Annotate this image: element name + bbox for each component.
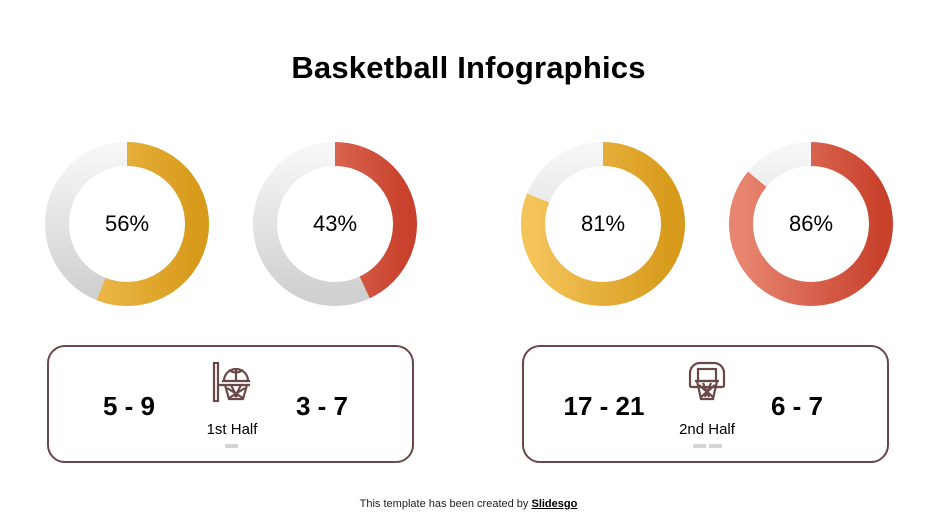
right-score: 6 - 7 [770, 391, 824, 421]
page-title: Basketball Infographics [291, 50, 646, 85]
period-label: 2nd Half [679, 421, 735, 438]
donut-chart-3: 81% [521, 142, 685, 306]
divider-dash [709, 444, 722, 448]
donut-ring [253, 142, 417, 306]
left-score: 17 - 21 [563, 391, 645, 421]
donut-chart-4: 86% [729, 142, 893, 306]
donut-percent: 56% [104, 211, 150, 236]
footer-credit: This template has been created by Slides… [0, 498, 937, 510]
donut-ring [521, 142, 685, 306]
period-label: 1st Half [206, 421, 258, 438]
donut-chart-2: 43% [253, 142, 417, 306]
left-score: 5 - 9 [102, 391, 156, 421]
footer-text: This template has been created by [359, 498, 532, 510]
score-card-1st-half: 5 - 9 3 - 7 1st Half [47, 345, 414, 463]
right-score: 3 - 7 [295, 391, 349, 421]
basketball-hoop-side-icon [212, 361, 254, 408]
divider-dash [225, 444, 238, 448]
divider-dash [693, 444, 706, 448]
donut-percent: 81% [580, 211, 626, 236]
basketball-backboard-icon [686, 361, 728, 408]
slidesgo-link[interactable]: Slidesgo [531, 498, 578, 510]
donut-percent: 43% [312, 211, 358, 236]
donut-ring [45, 142, 209, 306]
donut-chart-1: 56% [45, 142, 209, 306]
score-card-2nd-half: 17 - 21 6 - 7 2nd Half [522, 345, 889, 463]
donut-ring [729, 142, 893, 306]
donut-percent: 86% [788, 211, 834, 236]
